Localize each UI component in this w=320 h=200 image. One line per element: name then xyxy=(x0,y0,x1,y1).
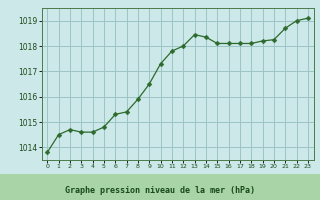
Text: Graphe pression niveau de la mer (hPa): Graphe pression niveau de la mer (hPa) xyxy=(65,186,255,195)
